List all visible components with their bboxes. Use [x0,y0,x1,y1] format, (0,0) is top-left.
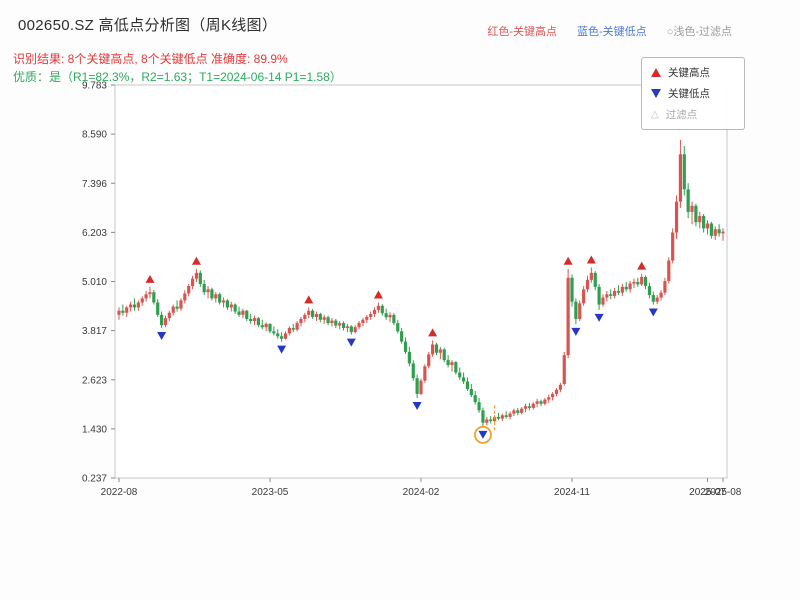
quality-line: 优质：是（R1=82.3%，R2=1.63；T1=2024-06-14 P1=1… [13,70,342,84]
page-title: 002650.SZ 高低点分析图（周K线图） [18,17,278,34]
legend-item-key-high: 关键高点 [651,65,735,80]
legend-text-key-low: 蓝色-关键低点 [577,26,647,38]
svg-text:8.590: 8.590 [82,130,107,141]
svg-text:6.203: 6.203 [82,228,107,239]
recognition-result-line: 识别结果: 8个关键高点, 8个关键低点 准确度: 89.9% [13,52,288,66]
legend-item-filter: △ 过滤点 [651,107,735,122]
svg-text:2025-08: 2025-08 [705,487,742,498]
legend-item-key-low: 关键低点 [651,86,735,101]
legend-item-label: 过滤点 [665,109,698,121]
header-legend: 红色-关键高点 蓝色-关键低点 ○浅色-过滤点 [487,23,732,39]
legend-text-filter: ○浅色-过滤点 [666,26,732,38]
key-low-triangle-icon [651,89,661,98]
legend-item-label: 关键低点 [668,88,710,100]
svg-text:0.237: 0.237 [82,474,107,485]
svg-text:2023-05: 2023-05 [252,487,289,498]
svg-text:1.430: 1.430 [82,424,107,435]
svg-text:2025-07: 2025-07 [689,487,726,498]
chart-legend-box: 关键高点 关键低点 △ 过滤点 [641,57,745,130]
filter-triangle-icon: △ [651,108,659,120]
svg-text:5.010: 5.010 [82,277,107,288]
svg-text:2022-08: 2022-08 [101,487,138,498]
svg-text:2.623: 2.623 [82,375,107,386]
svg-text:2024-02: 2024-02 [403,487,440,498]
key-high-triangle-icon [651,68,661,77]
svg-text:7.396: 7.396 [82,179,107,190]
svg-text:2024-11: 2024-11 [554,487,590,498]
legend-text-key-high: 红色-关键高点 [487,26,558,38]
svg-text:9.783: 9.783 [82,81,107,92]
svg-text:3.817: 3.817 [82,326,107,337]
legend-item-label: 关键高点 [668,67,710,79]
